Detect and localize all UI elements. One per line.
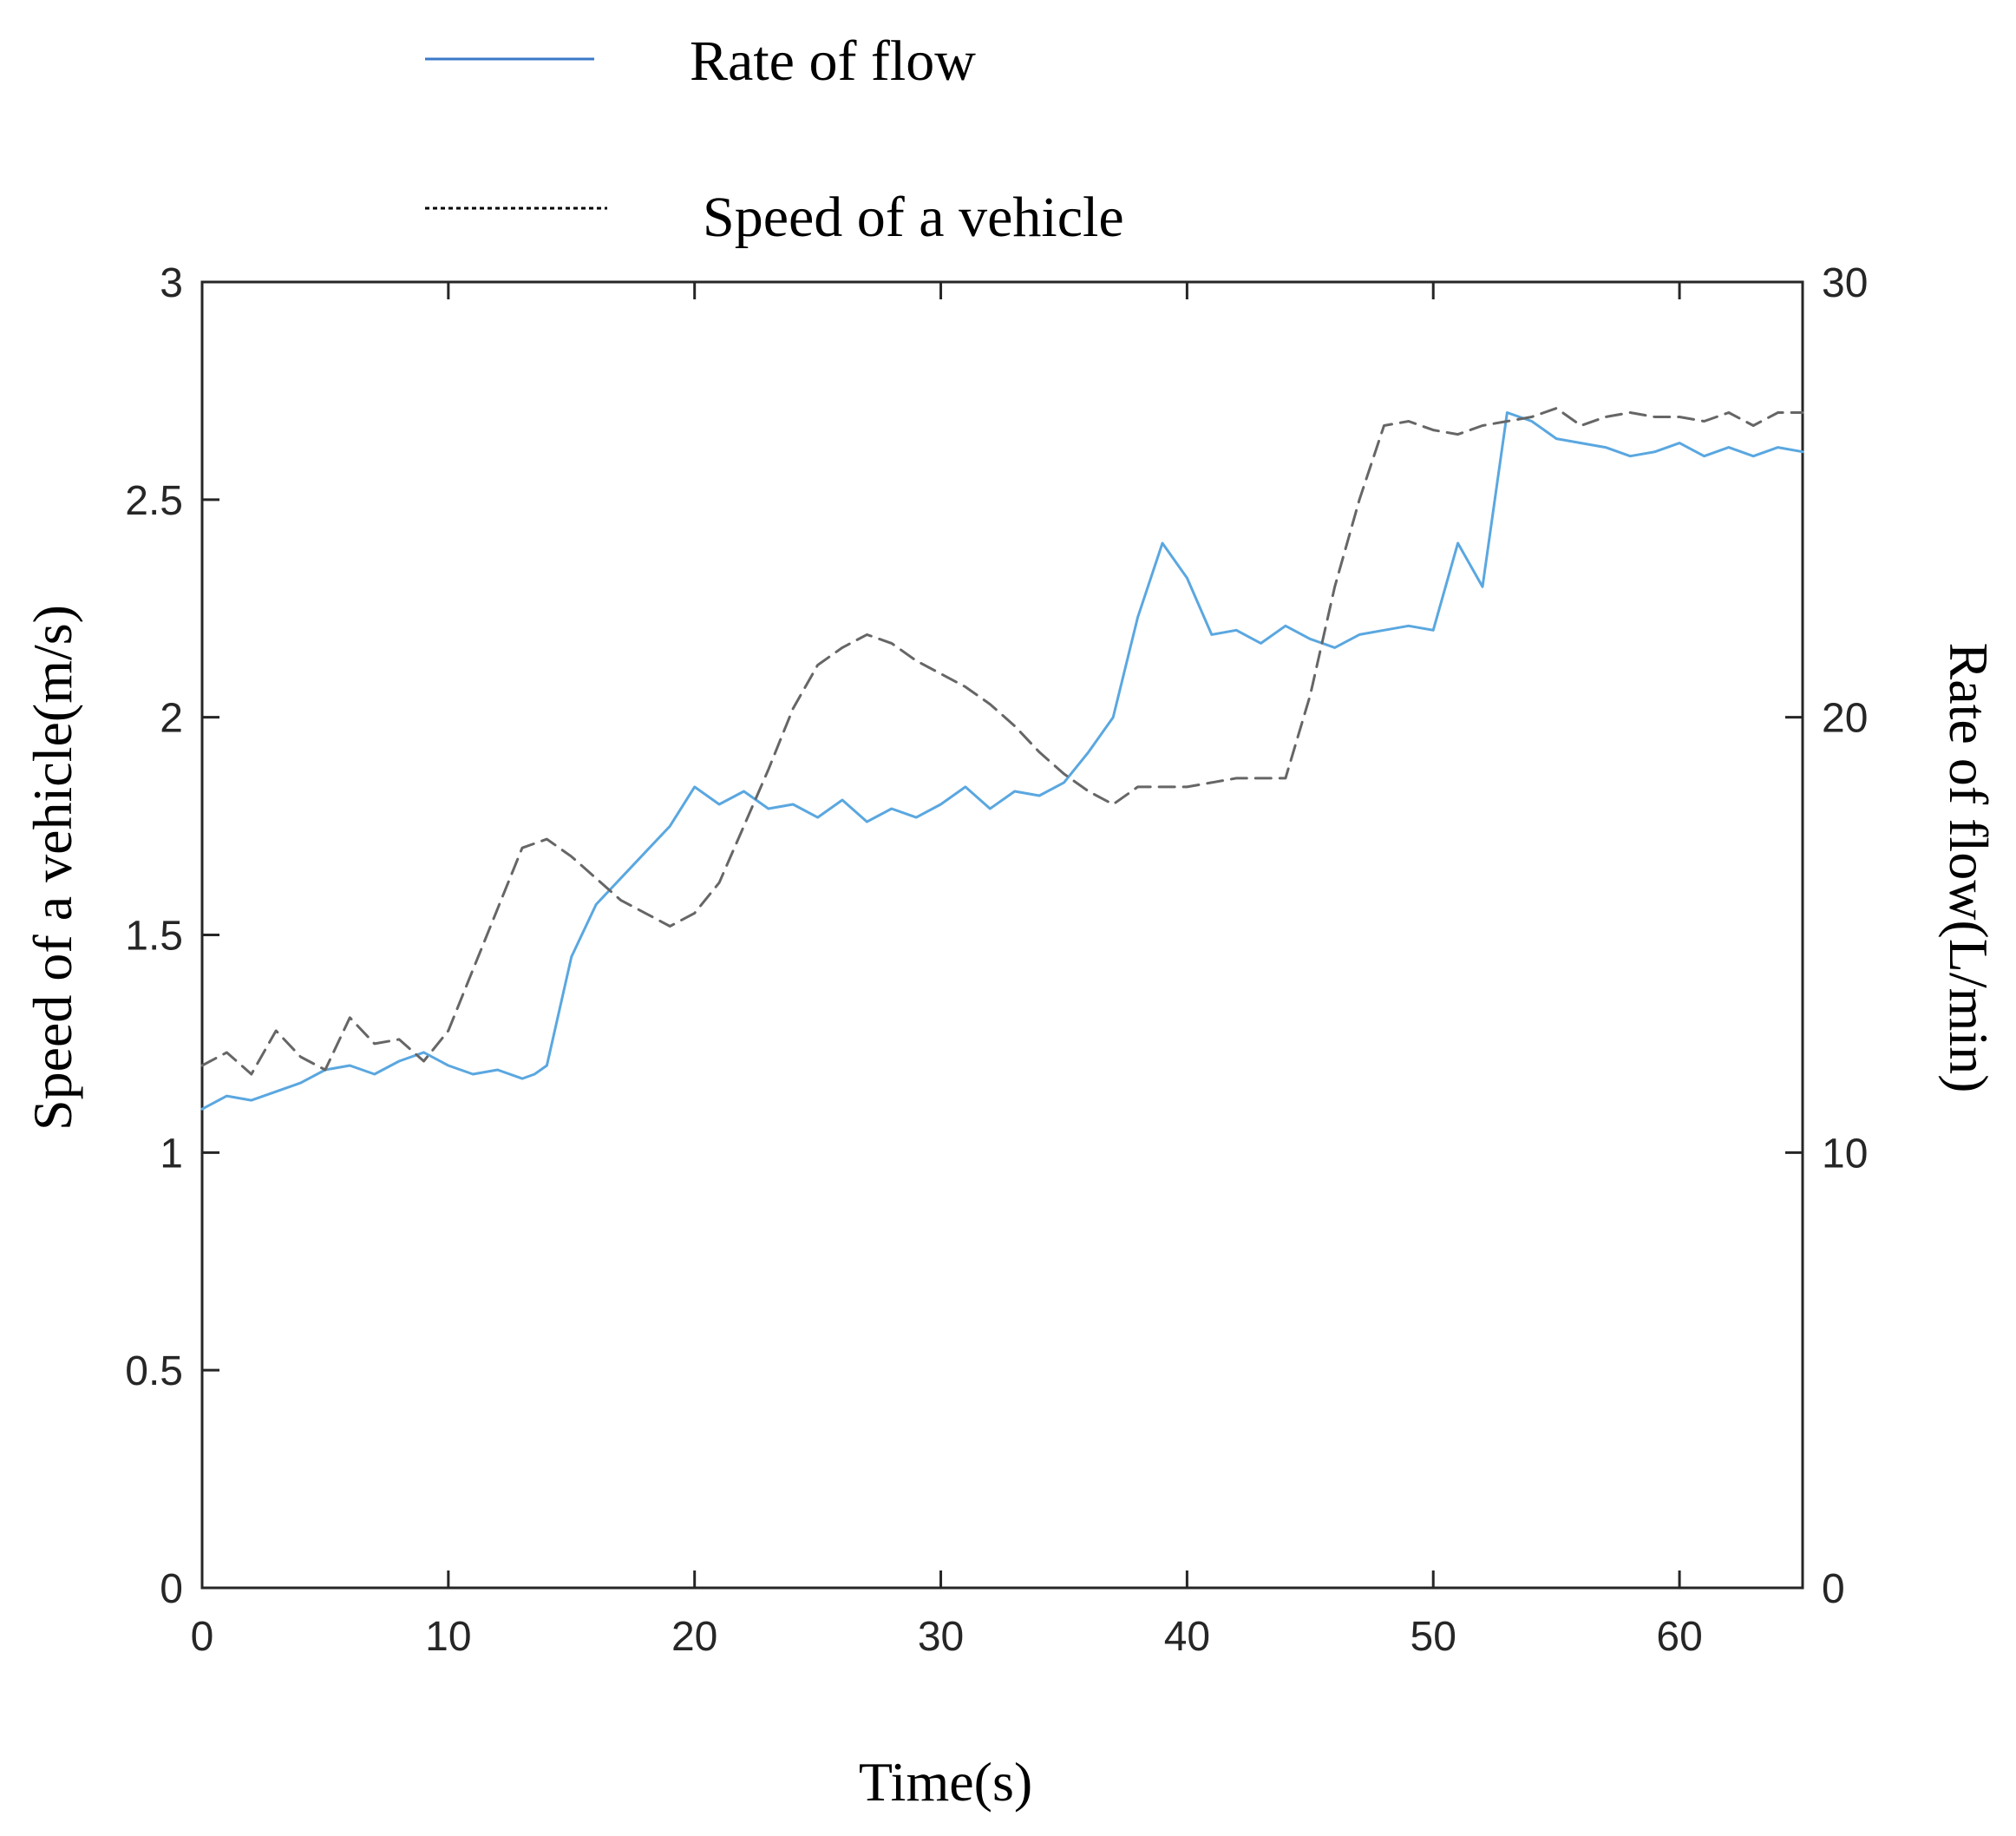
right-y-tick-label: 20 (1822, 696, 1868, 742)
left-y-tick-label: 1 (160, 1131, 183, 1177)
x-tick-label: 60 (1656, 1614, 1702, 1660)
left-y-tick-label: 0.5 (125, 1348, 183, 1394)
x-tick-label: 0 (191, 1614, 214, 1660)
left-y-tick-label: 1.5 (125, 914, 183, 960)
right-y-tick-label: 30 (1822, 260, 1868, 306)
plot-area-frame (200, 280, 1804, 1590)
left-y-axis-ticks: 0 0.5 1 1.5 2 2.5 3 (125, 260, 219, 1612)
left-y-axis-label: Speed of a vehicle(m/s) (22, 605, 83, 1131)
x-tick-label: 40 (1164, 1614, 1210, 1660)
right-y-tick-label: 10 (1822, 1131, 1868, 1177)
right-y-axis-ticks: 0 10 20 30 (1785, 260, 1868, 1612)
x-axis-ticks: 0 10 20 30 40 50 60 (191, 282, 1703, 1660)
x-tick-label: 50 (1411, 1614, 1456, 1660)
x-tick-label: 10 (425, 1614, 471, 1660)
x-tick-label: 20 (671, 1614, 717, 1660)
legend-label-speed-of-a-vehicle: Speed of a vehicle (703, 186, 1124, 249)
x-tick-label: 30 (918, 1614, 964, 1660)
left-y-tick-label: 2.5 (125, 478, 183, 524)
series-line-speed-of-a-vehicle (200, 407, 1804, 1076)
left-y-tick-label: 3 (160, 260, 183, 306)
right-y-tick-label: 0 (1822, 1566, 1845, 1612)
left-y-tick-label: 2 (160, 696, 183, 742)
series-layer (200, 407, 1804, 1111)
left-y-tick-label: 0 (160, 1566, 183, 1612)
series-line-rate-of-flow (200, 411, 1804, 1111)
legend-label-rate-of-flow: Rate of flow (690, 30, 976, 93)
legend: Rate of flow Speed of a vehicle (425, 30, 1124, 249)
right-y-axis-label: Rate of flow(L/min) (1938, 643, 2000, 1093)
x-axis-label: Time(s) (859, 1751, 1032, 1813)
